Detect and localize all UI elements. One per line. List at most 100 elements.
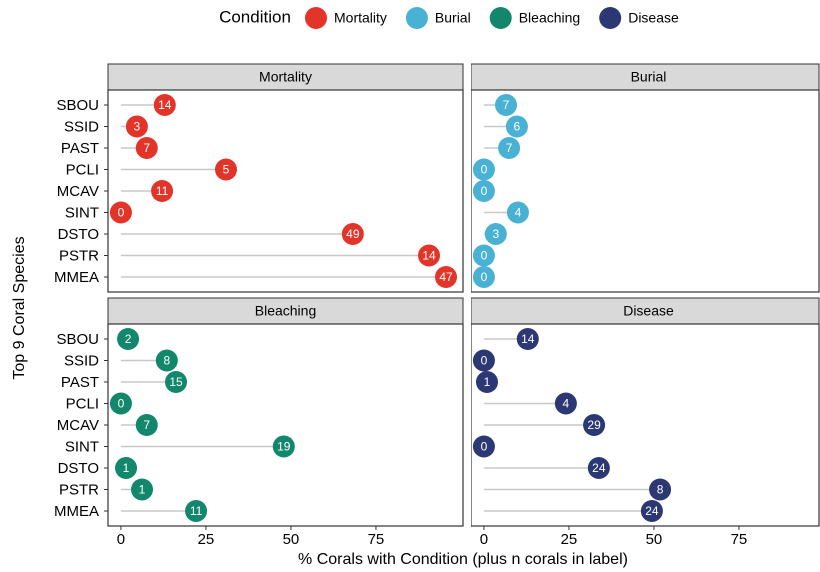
legend-label: Burial [435,10,471,26]
strip [107,63,464,91]
legend-swatch [305,7,327,29]
y-tick-label: SBOU [56,331,99,348]
strip [471,297,820,325]
dot [484,223,507,245]
x-tick-label: 75 [368,531,385,548]
point-label: 5 [223,163,230,177]
x-tick-label: 25 [561,531,578,548]
dot [472,158,495,181]
point-label: 0 [481,163,488,177]
y-tick-label: MMEA [54,503,99,520]
point-label: 14 [158,98,172,112]
legend-title: Condition [219,7,291,26]
dot [125,115,148,138]
dot [475,371,498,393]
dot [495,94,518,116]
y-tick-label: PCLI [66,161,99,178]
point-label: 8 [163,354,170,368]
dot [583,414,606,436]
strip-label: Disease [623,303,674,319]
dot [417,244,440,267]
strip-label: Mortality [259,69,312,85]
y-tick-label: SSID [64,352,99,369]
y-tick-label: PSTR [59,481,99,498]
point-label: 15 [169,375,183,389]
point-label: 0 [118,397,125,411]
point-label: 0 [481,440,488,454]
legend-label: Disease [628,10,679,26]
point-label: 19 [277,440,291,454]
dot [165,371,188,393]
dot [640,500,663,522]
dot [151,180,174,202]
strip-label: Bleaching [255,303,317,319]
y-tick-label: SBOU [56,97,99,114]
y-tick-label: PAST [61,374,99,391]
strip-label: Burial [631,69,667,85]
point-label: 1 [123,461,130,475]
point-label: 0 [481,354,488,368]
dot [153,94,176,116]
y-tick-label: SINT [65,438,99,455]
dot [155,349,178,372]
point-label: 14 [422,249,436,263]
dot [472,435,495,458]
dot [434,266,457,288]
legend-swatch [489,7,512,29]
dot [115,457,138,479]
y-tick-label: PAST [61,140,99,157]
legend-swatch [405,7,428,29]
dot [516,328,539,350]
point-label: 7 [506,141,513,155]
y-tick-label: SSID [64,118,99,135]
dot [109,201,132,224]
point-label: 7 [143,418,150,432]
point-label: 47 [439,270,453,284]
point-label: 29 [587,418,601,432]
dot [472,349,495,372]
x-tick-label: 0 [480,531,488,548]
x-tick-label: 0 [117,531,125,548]
y-tick-label: PCLI [66,395,99,412]
dot [117,328,140,350]
point-label: 11 [190,504,203,518]
point-label: 14 [521,332,535,346]
dot [185,500,208,522]
point-label: 8 [657,483,664,497]
y-tick-label: MMEA [54,269,99,286]
dot [135,414,158,436]
point-label: 2 [125,332,132,346]
point-label: 0 [118,206,125,220]
dot [131,478,154,501]
x-tick-label: 50 [646,531,663,548]
dot [214,158,237,181]
point-label: 11 [156,184,169,198]
y-tick-label: PSTR [59,247,99,264]
dot [587,457,610,479]
point-label: 1 [484,375,491,389]
y-tick-label: DSTO [58,460,99,477]
point-label: 3 [134,120,141,134]
dot [498,137,521,159]
legend-label: Mortality [334,10,387,26]
dot [341,223,364,245]
point-label: 1 [139,483,146,497]
point-label: 7 [503,98,510,112]
dot [472,180,495,202]
point-label: 3 [492,227,499,241]
y-tick-label: DSTO [58,226,99,243]
point-label: 49 [346,227,360,241]
point-label: 4 [515,206,522,220]
point-label: 24 [645,504,659,518]
dot [472,266,495,288]
y-axis-title: Top 9 Coral Species [11,236,28,379]
y-tick-label: MCAV [57,183,99,200]
dot [472,244,495,267]
x-tick-label: 50 [283,531,300,548]
panel [471,89,820,293]
